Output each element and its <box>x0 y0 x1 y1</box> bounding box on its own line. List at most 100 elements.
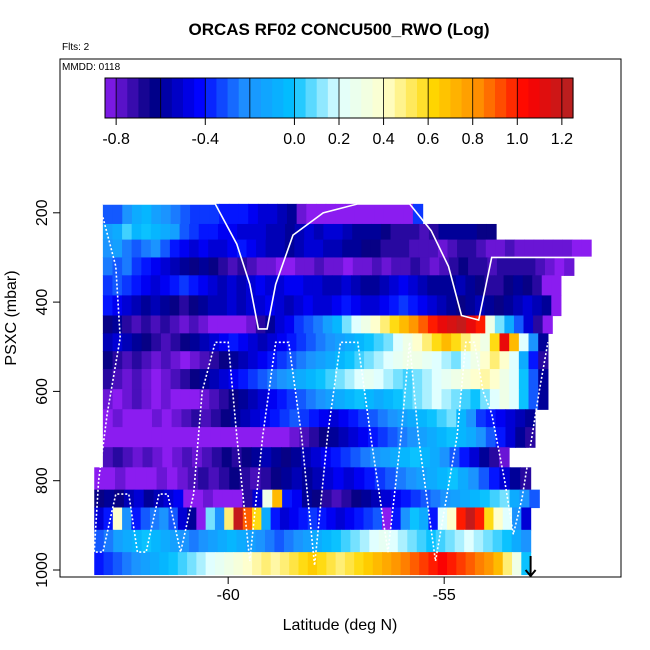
heatmap-cell <box>236 275 247 296</box>
heatmap-cell <box>277 351 288 370</box>
heatmap-cell <box>372 507 383 531</box>
colorbar-segment <box>283 78 296 118</box>
heatmap-cell <box>198 315 209 334</box>
colorbar-segment <box>127 78 140 118</box>
heatmap-cell <box>160 275 171 296</box>
heatmap-cell <box>454 529 465 553</box>
heatmap-cell <box>363 507 374 531</box>
heatmap-cell <box>476 223 488 241</box>
heatmap-cell <box>364 333 375 352</box>
heatmap-cell <box>160 223 171 241</box>
heatmap-cell <box>341 275 352 296</box>
heatmap-cell <box>509 467 521 491</box>
heatmap-cell <box>344 552 355 576</box>
heatmap-cell <box>238 351 249 370</box>
heatmap-cell <box>391 257 402 276</box>
heatmap-cell <box>112 409 124 428</box>
heatmap-cell <box>131 552 142 576</box>
heatmap-cell <box>489 489 501 509</box>
heatmap-cell <box>502 529 513 553</box>
colorbar-segment <box>238 78 251 118</box>
heatmap-cell <box>275 257 287 276</box>
heatmap-cell <box>353 467 365 491</box>
heatmap-cell <box>315 351 326 370</box>
heatmap-cell <box>131 315 142 334</box>
heatmap-cell <box>207 275 218 296</box>
heatmap-cell <box>217 315 228 334</box>
heatmap-cell <box>350 447 362 468</box>
heatmap-cell <box>318 427 330 448</box>
heatmap-cell <box>227 529 238 553</box>
heatmap-cell <box>245 295 257 317</box>
colorbar-segment <box>539 78 552 118</box>
heatmap-cell <box>564 257 575 276</box>
heatmap-cell <box>207 295 218 317</box>
heatmap-cell <box>242 552 253 576</box>
heatmap-cell <box>132 409 143 428</box>
heatmap-cell <box>417 295 428 317</box>
heatmap-cell <box>371 223 382 241</box>
heatmap-cell <box>121 295 133 317</box>
heatmap-cell <box>245 275 257 296</box>
heatmap-cell <box>198 467 210 491</box>
heatmap-cell <box>160 351 172 370</box>
heatmap-cell <box>226 275 238 296</box>
heatmap-cell <box>142 447 154 468</box>
heatmap-cell <box>313 239 324 259</box>
heatmap-cell <box>303 295 314 317</box>
heatmap-cell <box>131 203 143 225</box>
heatmap-cell <box>242 489 254 509</box>
heatmap-cell <box>402 333 414 352</box>
heatmap-cell <box>217 529 228 553</box>
y-tick-label: 600 <box>34 378 51 405</box>
heatmap-cell <box>383 203 395 225</box>
end-arrow-head <box>524 569 537 578</box>
heatmap-cell <box>236 239 248 259</box>
colorbar-segment <box>472 78 485 118</box>
heatmap-cell <box>412 333 423 352</box>
heatmap-cell <box>318 409 330 428</box>
heatmap-cell <box>198 275 209 296</box>
heatmap-cell <box>499 389 510 410</box>
heatmap-cell <box>358 409 369 428</box>
heatmap-cell <box>509 489 521 509</box>
heatmap-cell <box>503 275 514 296</box>
heatmap-cell <box>279 427 291 448</box>
heatmap-cell <box>393 351 404 370</box>
colorbar-tick-label: 1.0 <box>506 131 528 148</box>
heatmap-cell <box>132 427 143 448</box>
heatmap-cell <box>256 223 267 241</box>
heatmap-cell <box>312 529 323 553</box>
heatmap-cell <box>218 389 230 410</box>
heatmap-cell <box>351 239 362 259</box>
heatmap-cell <box>160 369 172 390</box>
colorbar-tick-label: -0.4 <box>191 131 219 148</box>
heatmap-cell <box>395 467 407 491</box>
heatmap-cell <box>509 369 520 390</box>
heatmap-cell <box>328 409 340 428</box>
heatmap-cell <box>315 333 326 352</box>
heatmap-cell <box>354 507 365 531</box>
heatmap-cell <box>122 552 132 576</box>
heatmap-cell <box>289 507 300 531</box>
heatmap-cell <box>102 223 114 241</box>
heatmap-cell <box>504 239 516 259</box>
heatmap-cell <box>259 427 271 448</box>
heatmap-cell <box>149 552 160 576</box>
heatmap-cell <box>169 239 181 259</box>
heatmap-cell <box>170 529 181 553</box>
heatmap-cell <box>291 467 303 491</box>
heatmap-cell <box>199 351 210 370</box>
heatmap-cell <box>179 529 190 553</box>
heatmap-cell <box>259 409 271 428</box>
heatmap-cell <box>515 427 526 448</box>
heatmap-cell <box>112 389 123 410</box>
heatmap-cell <box>208 257 219 276</box>
heatmap-cell <box>335 389 346 410</box>
heatmap-cell <box>335 351 346 370</box>
y-tick-label: 400 <box>34 289 51 316</box>
heatmap-cell <box>367 409 379 428</box>
heatmap-cell <box>222 489 234 509</box>
heatmap-cell <box>189 257 200 276</box>
colorbar-segment <box>261 78 273 118</box>
